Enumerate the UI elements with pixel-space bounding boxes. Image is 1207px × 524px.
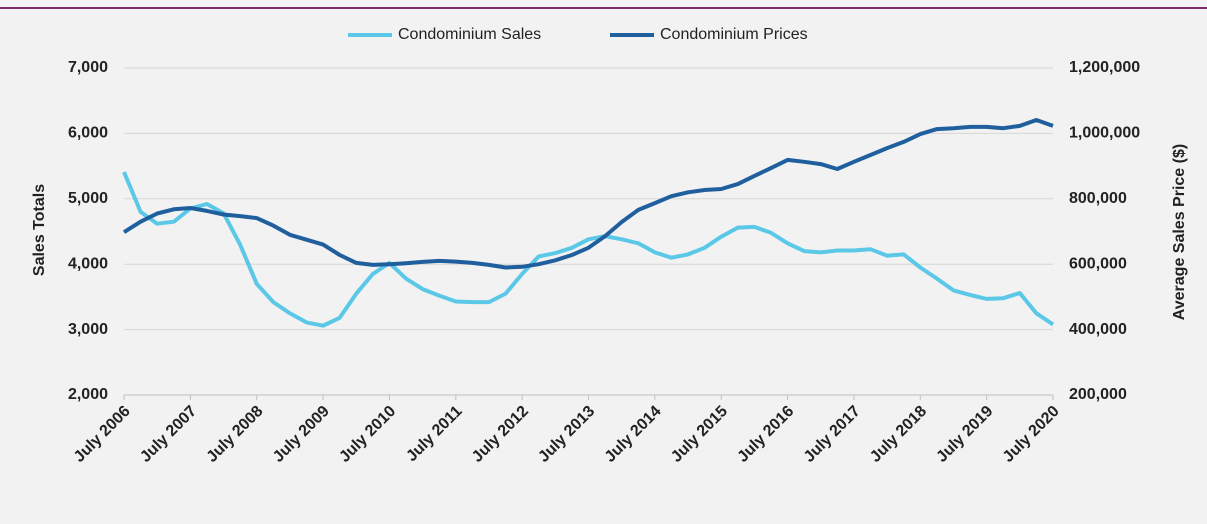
y-axis-label: Sales Totals	[31, 184, 48, 276]
y2-tick-label: 1,000,000	[1069, 125, 1140, 142]
y2-tick-label: 1,200,000	[1069, 59, 1140, 76]
y2-tick-label: 400,000	[1069, 321, 1127, 338]
x-tick-label: July 2009	[270, 403, 333, 466]
y2-axis-label: Average Sales Price ($)	[1171, 144, 1188, 320]
x-tick-label: July 2011	[403, 403, 465, 465]
y-tick-label: 2,000	[68, 386, 108, 403]
x-tick-label: July 2016	[734, 403, 797, 466]
x-tick-label: July 2017	[801, 403, 864, 466]
plot	[122, 118, 1055, 328]
y2-tick-label: 200,000	[1069, 386, 1127, 403]
series-line	[122, 118, 1054, 270]
x-tick-label: July 2010	[336, 403, 399, 466]
x-tick-label: July 2006	[71, 403, 134, 466]
x-tick-label: July 2007	[137, 403, 200, 466]
y-tick-label: 6,000	[68, 125, 108, 142]
y-tick-label: 3,000	[68, 321, 108, 338]
series-line	[122, 171, 1055, 328]
legend-label: Condominium Sales	[398, 26, 541, 43]
legend-label: Condominium Prices	[660, 26, 808, 43]
x-tick-label: July 2015	[668, 403, 731, 466]
y-tick-label: 4,000	[68, 255, 108, 272]
y2-tick-label: 600,000	[1069, 255, 1127, 272]
x-tick-label: July 2008	[204, 403, 267, 466]
x-tick-label: July 2019	[933, 403, 996, 466]
y2-tick-label: 800,000	[1069, 190, 1127, 207]
y-tick-label: 5,000	[68, 190, 108, 207]
x-tick-label: July 2012	[469, 403, 532, 466]
y-tick-label: 7,000	[68, 59, 108, 76]
x-tick-label: July 2013	[535, 403, 598, 466]
x-tick-label: July 2018	[867, 403, 930, 466]
grid	[123, 67, 1054, 400]
x-tick-label: July 2020	[1000, 403, 1063, 466]
x-tick-label: July 2014	[602, 403, 665, 466]
